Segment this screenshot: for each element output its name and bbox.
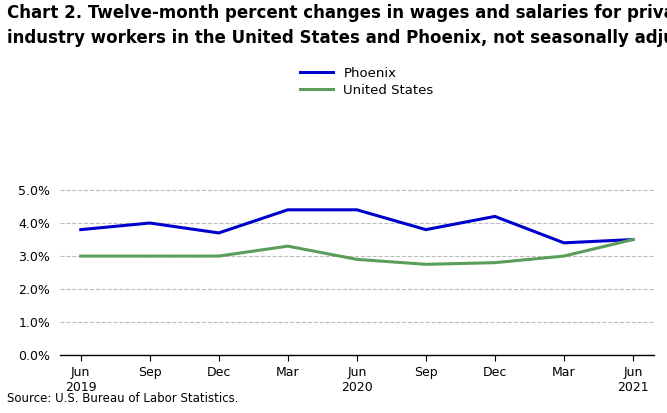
Legend: Phoenix, United States: Phoenix, United States	[297, 64, 436, 100]
Text: Source: U.S. Bureau of Labor Statistics.: Source: U.S. Bureau of Labor Statistics.	[7, 392, 238, 405]
Text: industry workers in the United States and Phoenix, not seasonally adjusted: industry workers in the United States an…	[7, 29, 667, 47]
Text: Chart 2. Twelve-month percent changes in wages and salaries for private: Chart 2. Twelve-month percent changes in…	[7, 4, 667, 22]
